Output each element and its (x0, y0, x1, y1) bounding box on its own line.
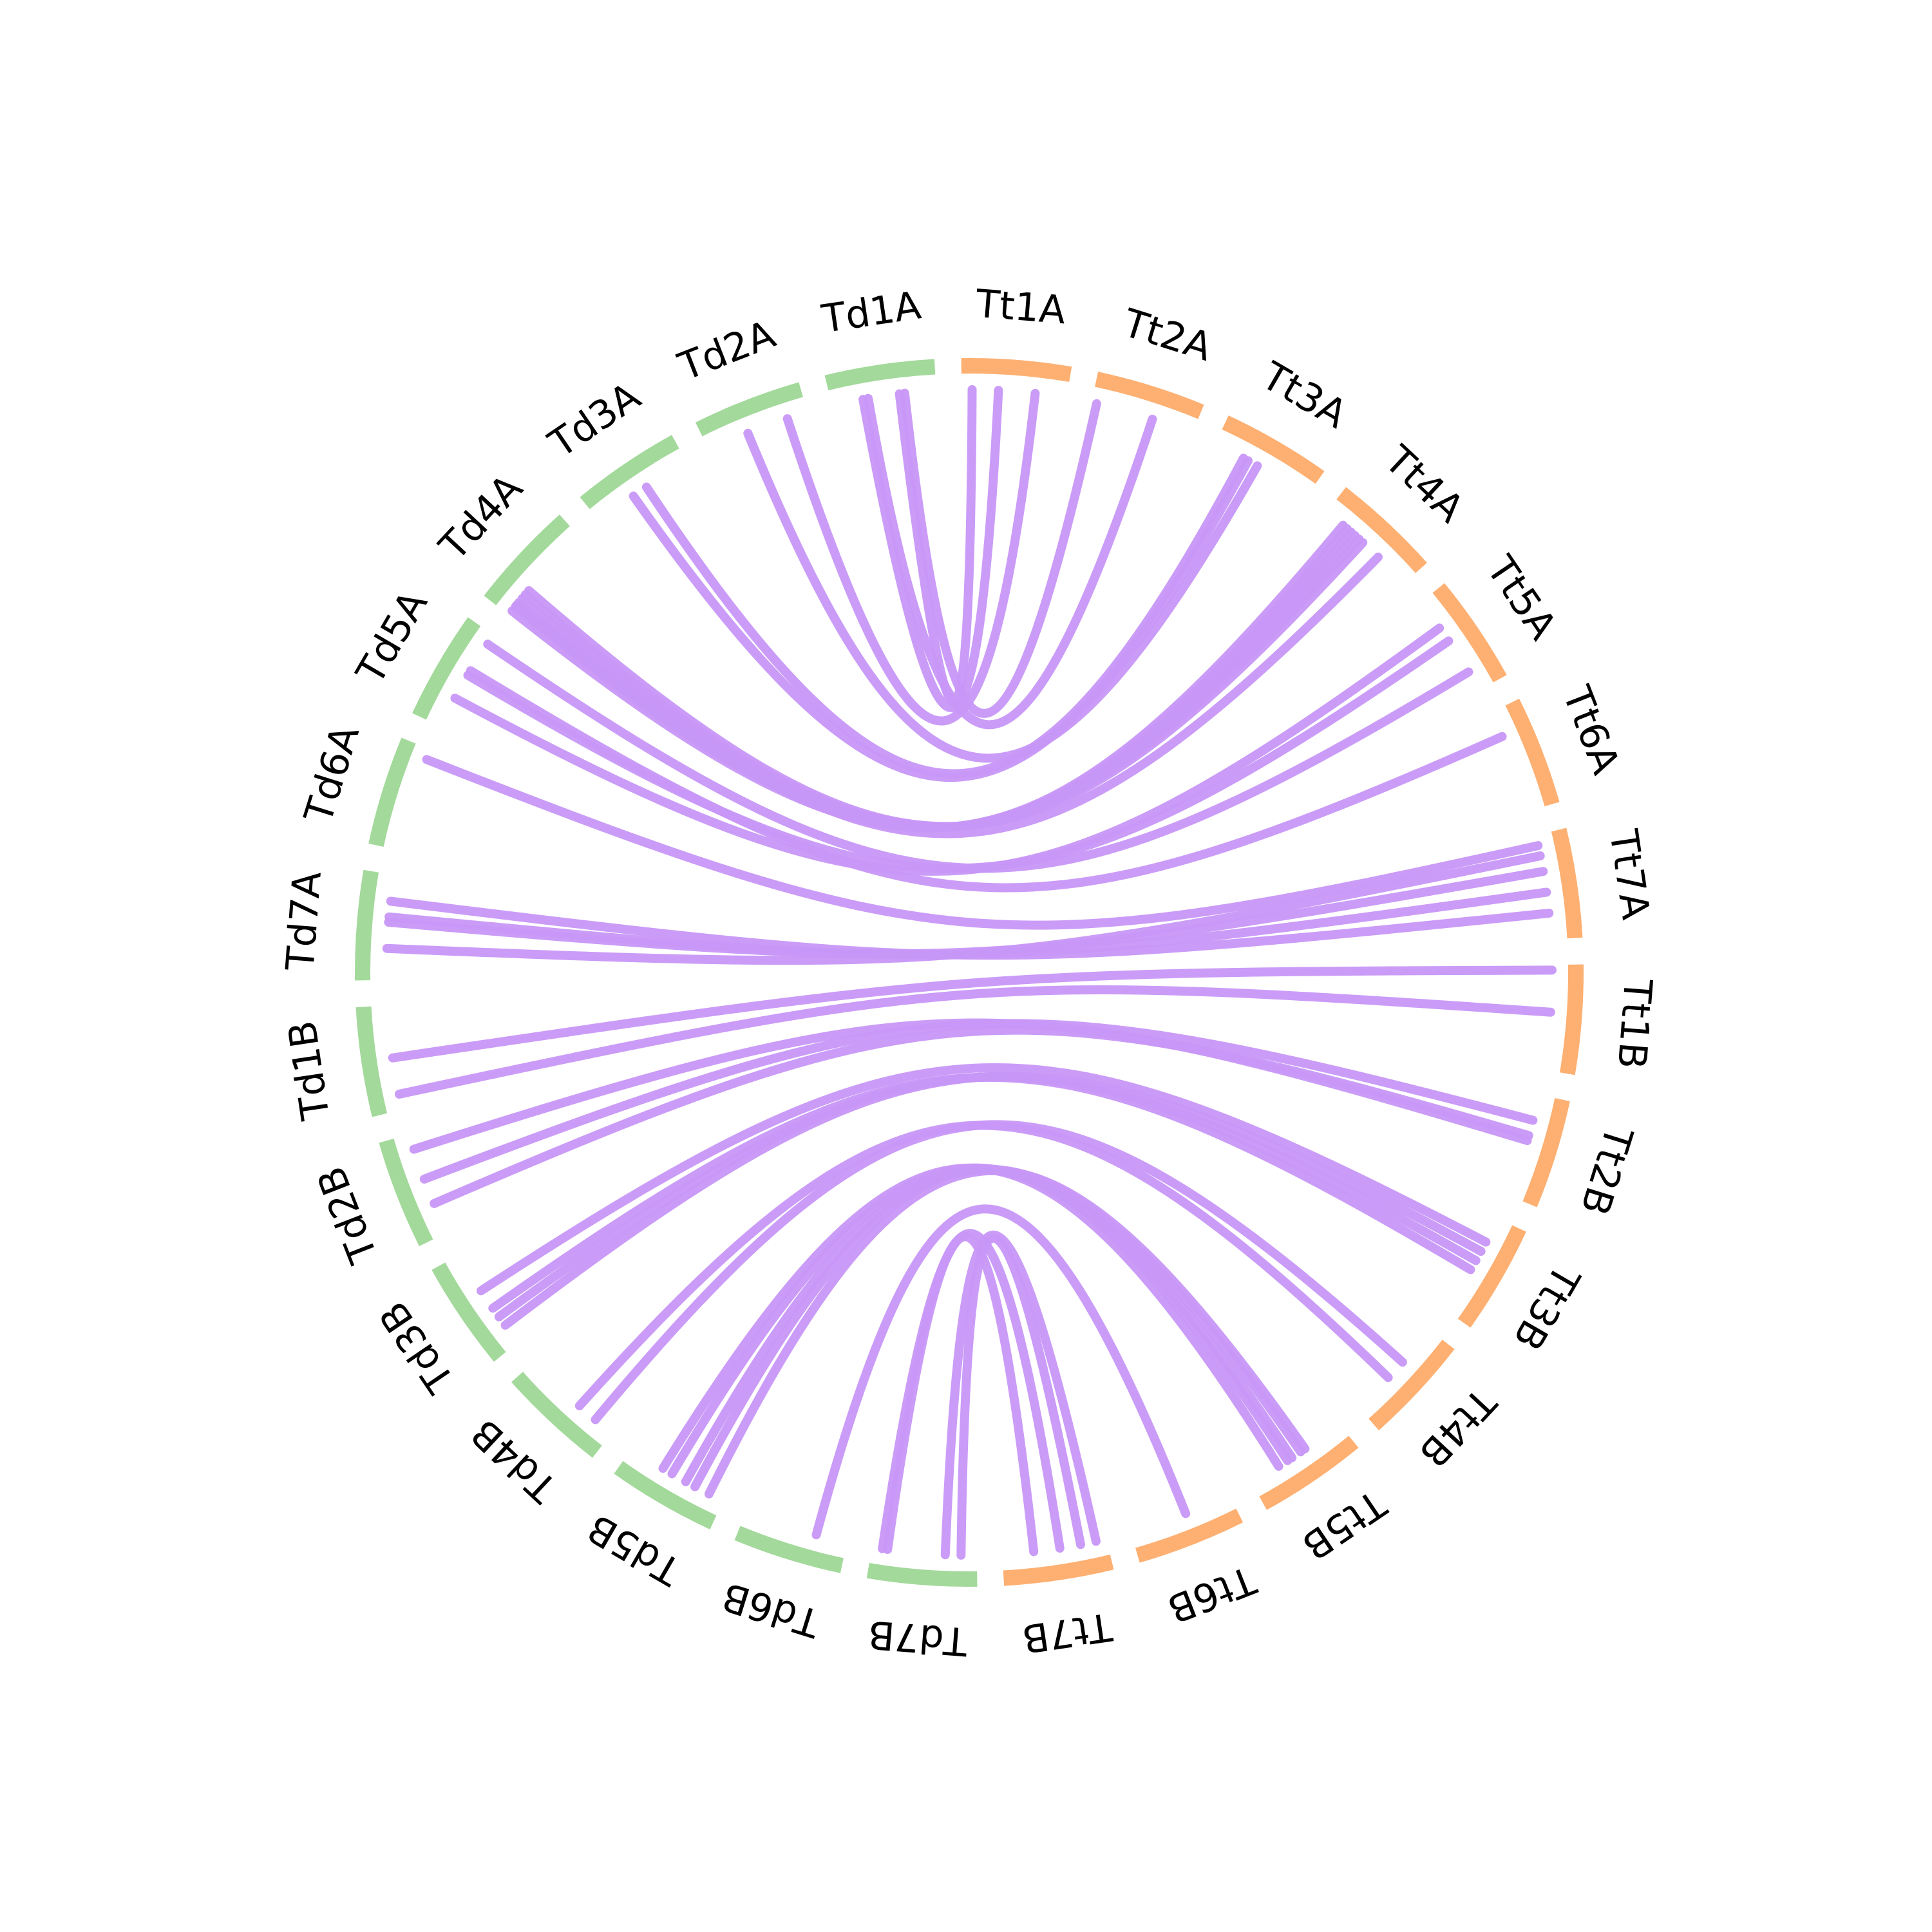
segment-label-tt6a: Tt6A (1553, 679, 1628, 780)
segment-tt4b (1368, 1340, 1455, 1430)
link-td3b-tt3b (488, 1072, 1475, 1313)
segment-label-tt7b: Tt7B (1019, 1604, 1115, 1662)
segment-label-td4b: Td4B (462, 1410, 566, 1511)
segment-td1b (355, 1006, 388, 1117)
segment-label-tt5a: Tt5A (1477, 547, 1566, 647)
segment-td5b (614, 1461, 717, 1530)
segment-td5a (412, 617, 481, 720)
segment-tt1b (1559, 964, 1584, 1075)
segment-tt4a (1336, 487, 1427, 573)
segment-label-td7a: Td7A (278, 870, 330, 973)
segment-label-td4a: Td4A (431, 466, 532, 569)
segment-tt7a (1551, 828, 1583, 939)
link-td4b-tt4b (574, 1121, 1393, 1410)
segment-label-td6b: Td6B (717, 1573, 826, 1646)
link-td1b-tt1b (394, 985, 1555, 1099)
segment-label-tt5b: Tt5B (1294, 1481, 1394, 1569)
segment-label-td5b: Td5B (580, 1505, 689, 1594)
segment-label-td7b: Td7B (866, 1611, 969, 1664)
segment-tt6a (1505, 698, 1560, 806)
segment-tt3a (1222, 415, 1325, 484)
links-layer (382, 385, 1557, 1560)
segment-label-tt4a: Tt4A (1376, 437, 1472, 532)
segment-tt5b (1259, 1435, 1359, 1510)
segment-td2b (379, 1139, 433, 1247)
segment-label-tt2a: Tt2A (1117, 300, 1217, 370)
segment-label-td3a: Td3A (540, 374, 649, 467)
link-td4a-tt4a (524, 538, 1368, 831)
segment-td2a (695, 382, 803, 437)
link-td7b-tt7b (940, 1230, 1101, 1560)
segment-label-td1b: Td1B (279, 1018, 339, 1124)
segment-label-tt7a: Tt7A (1600, 826, 1658, 922)
segment-label-td3b: Td3B (370, 1293, 464, 1401)
link-td4a-tt4a (512, 553, 1383, 838)
link-td2b-tt2b (409, 1018, 1532, 1154)
segment-label-tt4b: Tt4B (1410, 1379, 1505, 1476)
link-td6a-tt7a (422, 755, 1543, 930)
link-td6b-tt6b (811, 1204, 1191, 1540)
link-td2b-tt2b (419, 1019, 1538, 1184)
segment-tt5a (1432, 583, 1507, 683)
segment-label-tt3a: Tt3A (1254, 353, 1355, 437)
segment-tt2a (1095, 372, 1204, 419)
segment-td3b (431, 1262, 506, 1362)
link-td1a-tt2a (900, 388, 1101, 718)
link-td2a-tt3a (743, 428, 1262, 763)
link-td7b-tt7b (883, 1232, 1039, 1557)
segment-td6b (734, 1526, 844, 1573)
segment-td7a (355, 869, 379, 981)
segment-tt3b (1457, 1225, 1526, 1328)
segment-tt1a (961, 358, 1072, 383)
segment-label-tt2b: Tt2B (1571, 1121, 1642, 1220)
segment-label-tt1b: Tt1B (1609, 977, 1661, 1071)
segment-label-td6a: Td6A (296, 720, 368, 829)
segment-td1a (824, 359, 936, 391)
segment-label-td5a: Td5A (348, 583, 437, 692)
segment-label-tt6b: Tt6B (1161, 1557, 1262, 1631)
link-td3a-tt3a (641, 453, 1248, 779)
link-td7a-tt7a (386, 896, 1554, 960)
segment-td4b (511, 1372, 602, 1458)
segment-label-td2b: Td2B (308, 1160, 387, 1270)
link-td3b-tt3b (476, 1063, 1491, 1296)
segment-tt6b (1135, 1508, 1244, 1563)
segment-label-tt3b: Tt3B (1504, 1256, 1589, 1358)
link-td5b-tt5b (658, 1164, 1283, 1473)
segment-td3a (580, 435, 679, 509)
segments-layer (355, 358, 1584, 1587)
segment-tt2b (1522, 1098, 1570, 1208)
link-td5a-tt5a (483, 639, 1473, 873)
link-td5a-tt6a (466, 666, 1507, 893)
segment-tt7b (1003, 1554, 1114, 1586)
link-td2a-tt1a (782, 388, 1040, 726)
segment-label-tt1a: Tt1A (974, 281, 1067, 334)
link-td1b-tt1b (388, 965, 1557, 1063)
link-td1a-tt1a (858, 386, 1003, 712)
segment-label-td2a: Td2A (672, 312, 782, 390)
segment-td4a (484, 515, 570, 605)
segment-td7b (866, 1562, 978, 1587)
segment-td6a (368, 737, 416, 847)
segment-label-td1a: Td1A (819, 283, 924, 342)
link-td1a-tt2a (864, 393, 1157, 730)
